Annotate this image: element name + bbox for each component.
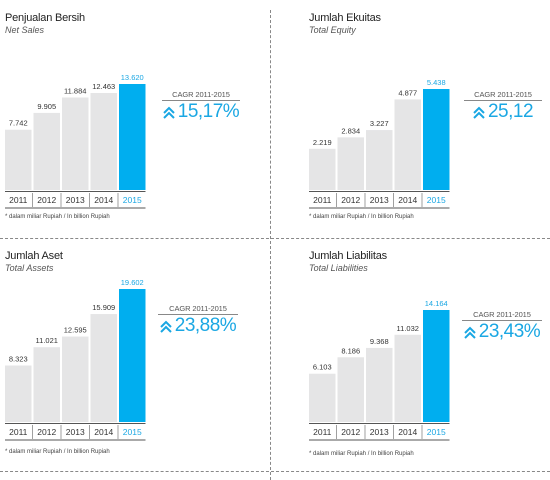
cagr-rule xyxy=(462,320,542,321)
category-label-2012: 2012 xyxy=(341,427,360,437)
category-label-2015: 2015 xyxy=(427,427,446,437)
chart-title: Penjualan Bersih xyxy=(5,12,85,24)
cagr-label: CAGR 2011-2015 xyxy=(473,310,531,319)
bar-2015 xyxy=(423,89,450,190)
double-chevron-up-icon xyxy=(160,320,172,333)
bar-chart-total-assets: 8.323 2011 11.021 2012 12.595 2013 15.909 2014 1… xyxy=(5,278,146,441)
chart-subtitle: Total Equity xyxy=(309,25,356,35)
bar-2013 xyxy=(62,336,89,422)
bar-2013 xyxy=(366,347,393,422)
value-label-2012: 9.905 xyxy=(37,102,56,111)
vertical-divider xyxy=(270,10,271,480)
category-label-2012: 2012 xyxy=(37,427,56,437)
value-label-2013: 3.227 xyxy=(370,119,389,128)
unit-note: * dalam miliar Rupiah / In billion Rupia… xyxy=(309,214,414,220)
value-label-2012: 11.021 xyxy=(36,336,58,345)
double-chevron-up-icon xyxy=(163,106,175,119)
cagr-value: 23,43% xyxy=(478,321,541,342)
category-label-2014: 2014 xyxy=(398,195,417,205)
bar-chart-total-liabilities: 6.103 2011 8.186 2012 9.368 2013 11.032 2014 14.… xyxy=(309,299,450,441)
bar-2012 xyxy=(33,347,60,422)
bar-2012 xyxy=(33,112,60,190)
bar-2014 xyxy=(90,93,117,190)
value-label-2015: 14.164 xyxy=(425,299,448,308)
unit-note: * dalam miliar Rupiah / In billion Rupia… xyxy=(5,214,110,220)
value-label-2013: 11.884 xyxy=(64,87,86,96)
cagr-label: CAGR 2011-2015 xyxy=(169,304,227,313)
cagr-value: 15,17% xyxy=(177,101,240,122)
value-label-2011: 2.219 xyxy=(313,138,332,147)
bar-2015 xyxy=(119,84,146,190)
cagr-rule xyxy=(158,314,238,315)
category-label-2014: 2014 xyxy=(94,427,113,437)
value-label-2013: 9.368 xyxy=(370,337,389,346)
category-label-2015: 2015 xyxy=(123,427,142,437)
category-label-2013: 2013 xyxy=(66,427,85,437)
category-label-2015: 2015 xyxy=(123,195,142,205)
value-label-2015: 13.620 xyxy=(121,73,144,82)
bar-chart-net-sales: 7.742 2011 9.905 2012 11.884 2013 12.463 2014 13… xyxy=(5,73,146,209)
value-label-2015: 19.602 xyxy=(121,278,144,287)
category-label-2014: 2014 xyxy=(94,195,113,205)
chart-title: Jumlah Liabilitas xyxy=(309,250,387,262)
cagr-label: CAGR 2011-2015 xyxy=(172,90,230,99)
bar-2013 xyxy=(62,97,89,190)
value-label-2011: 7.742 xyxy=(9,119,28,128)
cagr-rule xyxy=(162,100,240,101)
value-label-2013: 12.595 xyxy=(64,326,87,335)
cagr-value: 25,12 xyxy=(487,101,534,122)
unit-note: * dalam miliar Rupiah / In billion Rupia… xyxy=(309,451,414,457)
bar-2012 xyxy=(337,357,364,422)
cagr-box: CAGR 2011-2015 23,88% xyxy=(158,304,238,335)
chart-subtitle: Net Sales xyxy=(5,25,45,35)
value-label-2012: 8.186 xyxy=(341,346,360,355)
category-label-2011: 2011 xyxy=(313,427,332,437)
value-label-2014: 15.909 xyxy=(92,303,115,312)
bar-2014 xyxy=(394,334,421,422)
category-label-2011: 2011 xyxy=(9,195,28,205)
cagr-box: CAGR 2011-2015 25,12 xyxy=(464,90,542,121)
cagr-box: CAGR 2011-2015 23,43% xyxy=(462,310,542,341)
category-label-2015: 2015 xyxy=(427,195,446,205)
category-label-2013: 2013 xyxy=(370,195,389,205)
chart-subtitle: Total Assets xyxy=(5,263,54,273)
category-label-2013: 2013 xyxy=(370,427,389,437)
bar-2015 xyxy=(423,310,450,422)
bar-2011 xyxy=(309,373,336,422)
value-label-2012: 2.834 xyxy=(341,126,360,135)
bar-2014 xyxy=(90,314,117,422)
unit-note: * dalam miliar Rupiah / In billion Rupia… xyxy=(5,449,110,455)
value-label-2015: 5.438 xyxy=(427,78,446,87)
bottom-divider xyxy=(0,471,550,472)
chart-subtitle: Total Liabilities xyxy=(309,263,368,273)
bar-2011 xyxy=(5,365,32,422)
cagr-box: CAGR 2011-2015 15,17% xyxy=(162,90,240,121)
cagr-label: CAGR 2011-2015 xyxy=(474,90,532,99)
value-label-2011: 8.323 xyxy=(9,355,28,364)
bar-2015 xyxy=(119,289,146,422)
value-label-2014: 11.032 xyxy=(397,324,419,333)
value-label-2011: 6.103 xyxy=(313,363,332,372)
category-label-2012: 2012 xyxy=(341,195,360,205)
bar-2011 xyxy=(309,148,336,190)
value-label-2014: 4.877 xyxy=(398,88,417,97)
double-chevron-up-icon xyxy=(473,106,485,119)
cagr-rule xyxy=(464,100,542,101)
chart-title: Jumlah Aset xyxy=(5,250,63,262)
chart-title: Jumlah Ekuitas xyxy=(309,12,381,24)
cagr-value: 23,88% xyxy=(174,315,237,336)
bar-2014 xyxy=(394,99,421,190)
category-label-2011: 2011 xyxy=(313,195,332,205)
horizontal-divider xyxy=(0,238,550,239)
bar-2013 xyxy=(366,130,393,190)
bar-chart-total-equity: 2.219 2011 2.834 2012 3.227 2013 4.877 2014 5.43… xyxy=(309,78,450,209)
value-label-2014: 12.463 xyxy=(92,82,115,91)
bar-2012 xyxy=(337,137,364,190)
category-label-2014: 2014 xyxy=(398,427,417,437)
category-label-2011: 2011 xyxy=(9,427,28,437)
bar-2011 xyxy=(5,129,32,190)
category-label-2013: 2013 xyxy=(66,195,85,205)
double-chevron-up-icon xyxy=(464,326,476,339)
category-label-2012: 2012 xyxy=(37,195,56,205)
